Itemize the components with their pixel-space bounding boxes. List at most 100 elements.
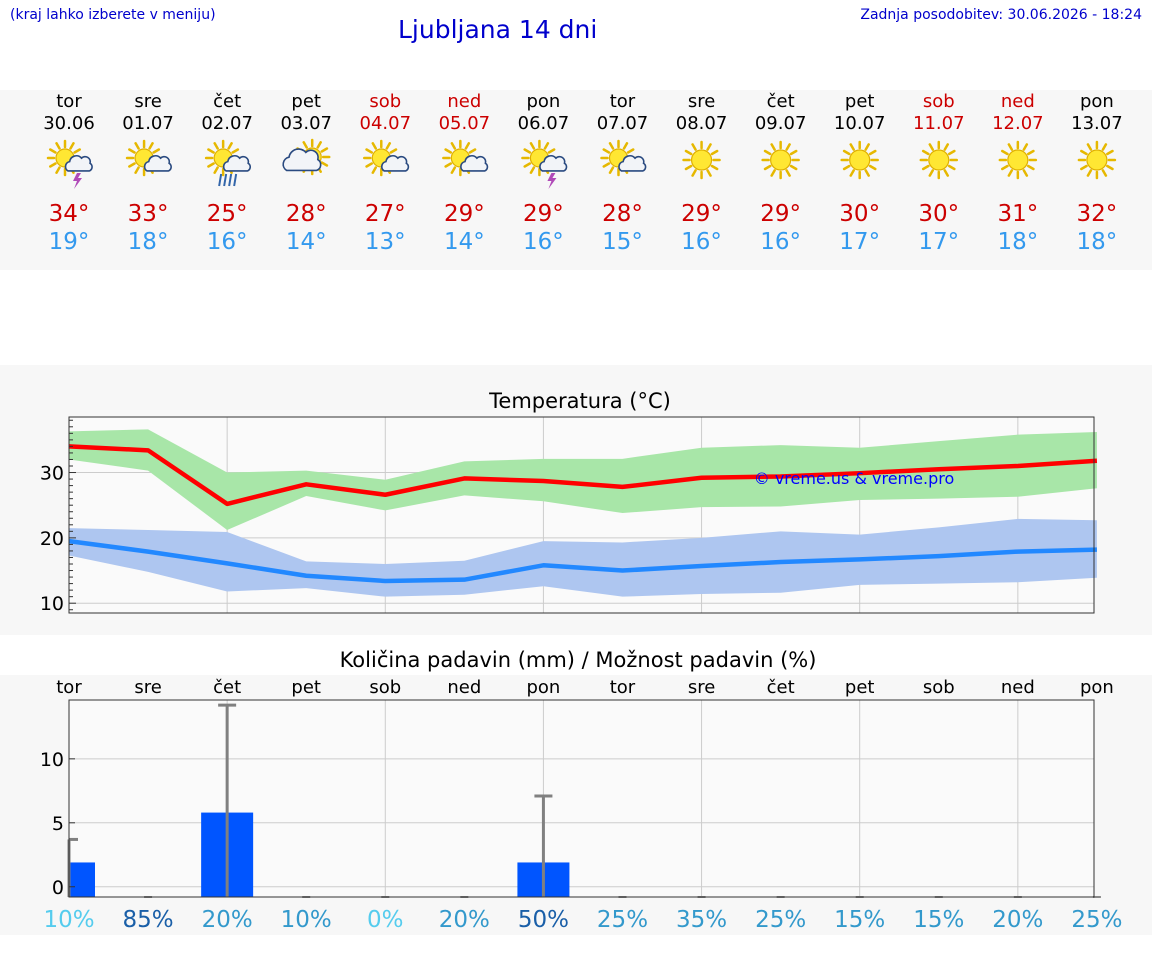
sun-icon — [1077, 140, 1117, 180]
precipitation-probability: 20% — [992, 907, 1043, 933]
day-of-week: sob — [369, 91, 401, 112]
y-tick-label: 10 — [40, 593, 64, 615]
category-label: ned — [1001, 677, 1035, 698]
max-temperature-range — [69, 429, 1097, 531]
cloud-icon — [222, 155, 251, 172]
precipitation-probability: 25% — [755, 907, 806, 933]
sun-icon — [998, 140, 1038, 180]
precipitation-probability: 25% — [1071, 907, 1122, 933]
max-temperature: 29° — [760, 201, 801, 227]
cloud-icon — [381, 155, 410, 172]
precipitation-bar — [69, 862, 95, 897]
day-of-week: tor — [610, 91, 636, 112]
min-temperature: 18° — [997, 229, 1038, 255]
min-temperature-line — [68, 538, 1097, 584]
min-temperature: 19° — [49, 229, 90, 255]
lightning-icon — [73, 173, 82, 189]
max-temperature: 29° — [681, 201, 722, 227]
max-temperature: 29° — [444, 201, 485, 227]
sun-icon — [840, 140, 879, 180]
min-temperature: 14° — [286, 229, 327, 255]
day-date: 03.07 — [280, 113, 332, 134]
precipitation-probability: 10% — [281, 907, 332, 933]
cloud-icon — [282, 148, 322, 172]
min-temperature: 14° — [444, 229, 485, 255]
chart-title: Količina padavin (mm) / Možnost padavin … — [340, 648, 817, 672]
category-label: tor — [610, 677, 636, 698]
day-date: 10.07 — [834, 113, 886, 134]
sun-cloud-thunder-icon — [521, 139, 568, 189]
category-label: sre — [688, 677, 715, 698]
sun-cloud-icon — [442, 139, 489, 177]
precipitation-probability: 10% — [43, 907, 94, 933]
precipitation-probability: 50% — [518, 907, 569, 933]
day-date: 05.07 — [439, 113, 491, 134]
day-of-week: čet — [213, 91, 241, 112]
day-of-week: ned — [1001, 91, 1035, 112]
day-of-week: tor — [56, 91, 82, 112]
cloud-icon — [64, 155, 93, 172]
day-date: 30.06 — [43, 113, 95, 134]
category-label: ned — [447, 677, 481, 698]
precipitation-probability: 15% — [913, 907, 964, 933]
max-temperature: 34° — [49, 201, 90, 227]
sun-icon — [761, 140, 800, 180]
sun-icon — [761, 140, 800, 180]
day-of-week: ned — [447, 91, 481, 112]
cloud-icon — [460, 155, 489, 172]
sun-icon — [840, 140, 879, 180]
category-label: pet — [845, 677, 875, 698]
min-temperature: 13° — [365, 229, 406, 255]
min-temperature: 16° — [760, 229, 801, 255]
max-temperature: 30° — [839, 201, 880, 227]
lightning-icon — [547, 173, 557, 189]
temperature-chart: 10 20 30 Temperatura (°C) © vreme.us & vreme… — [40, 389, 1098, 615]
category-label: sob — [369, 677, 401, 698]
cloud-icon — [539, 155, 568, 172]
day-date: 01.07 — [122, 113, 174, 134]
category-label: pon — [526, 677, 560, 698]
precipitation-probability: 35% — [676, 907, 727, 933]
max-temperature: 30° — [918, 201, 959, 227]
max-temperature: 31° — [997, 201, 1038, 227]
category-label: pon — [1080, 677, 1114, 698]
category-label: pet — [291, 677, 321, 698]
y-tick-label: 20 — [40, 528, 64, 550]
sun-icon — [682, 140, 721, 180]
min-temperature: 15° — [602, 229, 643, 255]
category-label: sre — [134, 677, 161, 698]
day-of-week: sob — [923, 91, 955, 112]
forecast-strip — [0, 90, 1152, 270]
category-label: sob — [923, 677, 955, 698]
daily-forecast: tor30.0634°19°sre01.0733°18°čet02.0725°1… — [43, 91, 1122, 255]
sun-big-cloud-icon — [282, 138, 331, 176]
sun-icon — [919, 140, 959, 180]
day-date: 08.07 — [676, 113, 728, 134]
page-title: Ljubljana 14 dni — [398, 15, 598, 44]
day-date: 12.07 — [992, 113, 1044, 134]
day-of-week: pon — [526, 91, 560, 112]
precipitation-probability: 0% — [367, 907, 404, 933]
day-of-week: pon — [1080, 91, 1114, 112]
max-temperature: 32° — [1077, 201, 1118, 227]
day-of-week: pet — [845, 91, 875, 112]
day-of-week: sre — [134, 91, 161, 112]
sun-icon — [919, 140, 959, 180]
min-temperature: 16° — [523, 229, 564, 255]
max-temperature: 33° — [128, 201, 169, 227]
menu-hint-link[interactable]: (kraj lahko izberete v meniju) — [10, 7, 216, 23]
max-temperature: 28° — [286, 201, 327, 227]
